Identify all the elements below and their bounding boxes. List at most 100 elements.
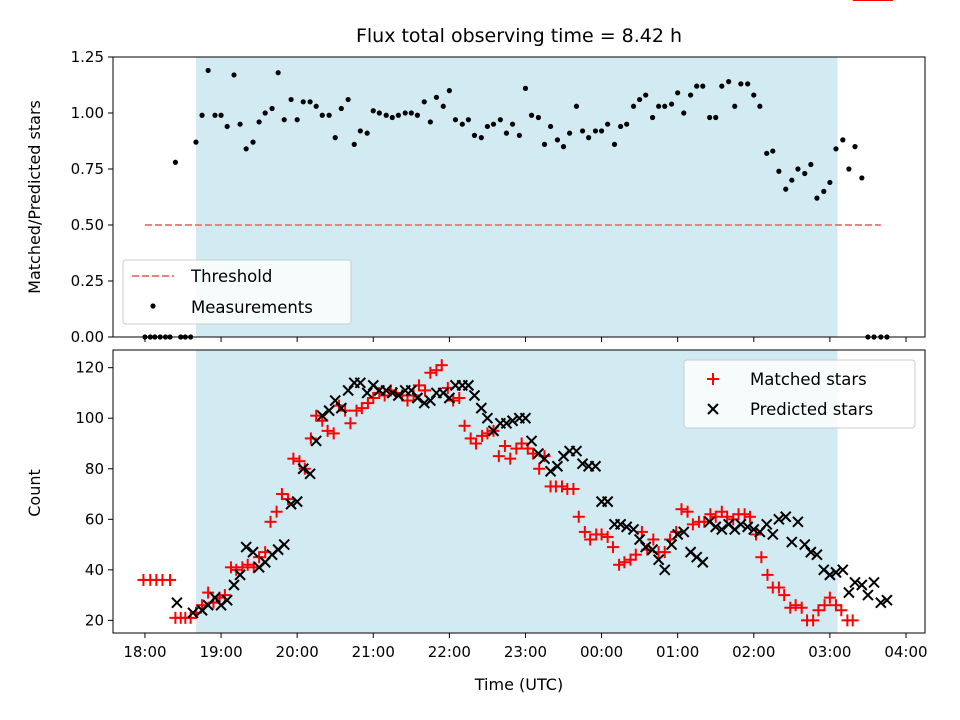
matched-star-point bbox=[807, 614, 820, 627]
predicted-star-point bbox=[475, 402, 488, 414]
y-tick-label: 60 bbox=[85, 510, 104, 528]
plot-frame bbox=[112, 56, 926, 338]
measurement-point bbox=[726, 79, 732, 85]
measurement-point bbox=[840, 137, 846, 143]
measurement-point bbox=[624, 121, 630, 127]
predicted-star-point bbox=[856, 579, 868, 591]
measurement-point bbox=[688, 92, 694, 98]
measurement-point bbox=[319, 112, 325, 118]
predicted-star-point bbox=[761, 518, 773, 531]
matched-star-point bbox=[624, 553, 637, 566]
measurement-point bbox=[751, 92, 757, 98]
measurement-point bbox=[275, 70, 281, 76]
matched-star-point bbox=[578, 525, 591, 538]
matched-star-point bbox=[492, 450, 505, 463]
predicted-star-point bbox=[310, 435, 322, 447]
matched-star-point bbox=[784, 601, 797, 614]
measurement-point bbox=[827, 179, 833, 186]
matched-star-point bbox=[287, 452, 300, 465]
predicted-star-point bbox=[741, 521, 754, 533]
predicted-star-point bbox=[316, 409, 328, 422]
measurement-point bbox=[859, 175, 865, 181]
predicted-star-point bbox=[868, 576, 880, 589]
matched-star-point bbox=[264, 515, 277, 528]
x-tick-label: 19:00 bbox=[199, 643, 242, 661]
measurement-point bbox=[567, 130, 573, 136]
bottom-panel: 20 40 60 80 100 120 18:00 19:00 20:00 21:00 22:00… bbox=[25, 0, 928, 694]
predicted-star-point bbox=[481, 412, 494, 424]
predicted-star-point bbox=[361, 387, 373, 399]
legend-predicted-label: Predicted stars bbox=[750, 400, 873, 419]
measurement-point bbox=[560, 144, 567, 150]
measurement-point bbox=[414, 112, 421, 118]
y-tick-label: 0.25 bbox=[71, 272, 104, 290]
measurement-point bbox=[332, 135, 338, 141]
predicted-star-point bbox=[418, 397, 430, 409]
measurement-point bbox=[535, 114, 542, 121]
measurement-point bbox=[509, 121, 516, 127]
x-axis-label: Time (UTC) bbox=[474, 675, 563, 694]
legend-threshold-label: Threshold bbox=[190, 267, 272, 286]
measurement-point bbox=[224, 123, 230, 130]
legend-matched-swatch bbox=[707, 373, 719, 385]
matched-star-point bbox=[618, 556, 631, 569]
matched-star-point bbox=[282, 493, 295, 506]
legend-predicted-swatch bbox=[707, 403, 719, 415]
predicted-star-point bbox=[285, 498, 297, 510]
predicted-star-point bbox=[799, 538, 811, 551]
measurement-point bbox=[592, 128, 599, 134]
predicted-star-point bbox=[291, 495, 303, 508]
predicted-star-point bbox=[767, 528, 779, 541]
matched-star-point bbox=[202, 586, 215, 599]
matched-star-point bbox=[681, 505, 694, 518]
predicted-star-point bbox=[875, 596, 887, 609]
measurement-point bbox=[490, 121, 497, 127]
matched-star-point bbox=[772, 581, 785, 594]
plot-frame bbox=[112, 349, 926, 634]
matched-star-point bbox=[464, 432, 477, 445]
predicted-star-point bbox=[500, 417, 513, 429]
matched-star-point bbox=[275, 488, 288, 501]
legend-measurements-label: Measurements bbox=[191, 298, 313, 317]
measurement-point bbox=[821, 188, 827, 194]
matched-star-point bbox=[675, 503, 688, 516]
measurement-point bbox=[427, 119, 433, 125]
matched-star-point bbox=[401, 394, 414, 407]
measurement-point bbox=[484, 123, 491, 130]
matched-star-point bbox=[572, 510, 585, 523]
measurement-point bbox=[364, 130, 370, 136]
measurement-point bbox=[471, 132, 478, 138]
predicted-star-point bbox=[805, 546, 817, 558]
y-tick-label: 0.75 bbox=[71, 160, 104, 178]
measurement-point bbox=[789, 177, 795, 183]
predicted-star-point bbox=[627, 523, 640, 536]
y-tick-label: 0.50 bbox=[71, 216, 104, 234]
matched-star-point bbox=[812, 604, 825, 617]
matched-star-point bbox=[253, 551, 266, 564]
predicted-star-point bbox=[525, 435, 538, 447]
predicted-star-point bbox=[811, 548, 823, 561]
measurement-point bbox=[433, 94, 440, 100]
measurement-point bbox=[269, 105, 275, 112]
y-tick-label: 100 bbox=[75, 409, 104, 427]
y-tick-label: 1.25 bbox=[71, 48, 104, 66]
matched-star-point bbox=[321, 424, 334, 437]
measurement-point bbox=[459, 121, 465, 127]
measurement-point bbox=[668, 101, 675, 107]
measurement-point bbox=[237, 121, 243, 127]
predicted-star-point bbox=[881, 594, 893, 606]
matched-star-point bbox=[795, 601, 808, 614]
matched-star-point bbox=[686, 518, 699, 531]
chart-title: Flux total observing time = 8.42 h bbox=[356, 25, 682, 47]
predicted-star-point bbox=[551, 460, 564, 472]
x-tick-label: 00:00 bbox=[580, 643, 623, 661]
measurement-point bbox=[770, 148, 776, 154]
predicted-star-point bbox=[735, 518, 747, 531]
matched-star-point bbox=[476, 429, 489, 442]
x-tick-label: 22:00 bbox=[428, 643, 471, 661]
measurement-point bbox=[719, 83, 725, 89]
matched-star-point bbox=[715, 505, 728, 518]
measurement-point bbox=[503, 130, 510, 136]
matched-star-point bbox=[601, 530, 614, 543]
measurement-point bbox=[452, 117, 459, 123]
